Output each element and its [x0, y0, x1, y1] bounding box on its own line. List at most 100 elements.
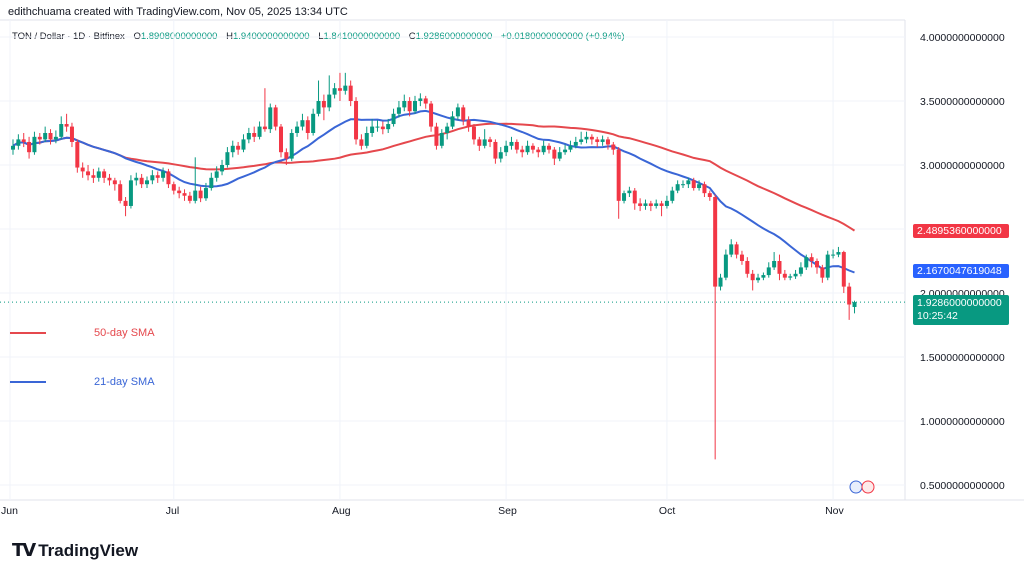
- candle-body-up: [654, 203, 659, 206]
- candle-body-down: [252, 133, 257, 137]
- candle-body-up: [455, 107, 460, 117]
- y-tick-label: 1.0000000000000: [920, 416, 1005, 428]
- candle-body-down: [359, 139, 364, 146]
- candle-body-up: [295, 126, 300, 133]
- candle-body-down: [107, 177, 112, 181]
- candle-body-down: [262, 126, 267, 130]
- candle-body-up: [541, 145, 546, 153]
- tradingview-logo[interactable]: 𝗧𝗩 TradingView: [12, 540, 138, 561]
- candle-body-down: [321, 101, 326, 108]
- legend-sma21: 21-day SMA: [10, 376, 155, 388]
- x-tick-label: Nov: [825, 505, 844, 517]
- candle-body-up: [563, 149, 568, 153]
- candle-body-down: [407, 101, 412, 112]
- candle-body-down: [471, 126, 476, 140]
- candle-body-down: [750, 273, 755, 281]
- candle-body-down: [429, 103, 434, 127]
- legend-label-sma50: 50-day SMA: [94, 327, 155, 339]
- sma21-price-label: 2.1670047619048: [913, 264, 1009, 278]
- x-tick-label: Oct: [659, 505, 675, 517]
- candle-body-up: [241, 139, 246, 150]
- candle-body-up: [150, 175, 155, 181]
- bar-countdown: 10:25:42: [917, 310, 958, 322]
- candle-body-down: [273, 107, 278, 127]
- last-price-label: 1.9286000000000 10:25:42: [913, 295, 1009, 325]
- legend-line-sma21: [10, 381, 46, 383]
- candle-body-down: [488, 139, 493, 142]
- candle-body-down: [434, 126, 439, 146]
- candle-body-up: [375, 126, 380, 128]
- candle-body-up: [332, 88, 337, 95]
- candle-body-down: [809, 257, 814, 261]
- candle-body-up: [482, 139, 487, 146]
- candle-body-up: [756, 277, 761, 281]
- candle-body-down: [48, 133, 53, 140]
- candle-body-down: [155, 175, 160, 178]
- candle-body-down: [118, 184, 123, 201]
- y-tick-label: 4.0000000000000: [920, 32, 1005, 44]
- candle-body-up: [225, 152, 230, 165]
- candle-body-up: [193, 190, 198, 201]
- candle-body-down: [520, 149, 525, 153]
- event-flag-icon: [861, 480, 875, 494]
- candle-body-down: [166, 171, 171, 185]
- candle-body-down: [348, 85, 353, 101]
- candle-body-down: [734, 244, 739, 255]
- candle-body-up: [53, 136, 58, 140]
- candle-body-down: [305, 120, 310, 133]
- candle-body-down: [21, 139, 26, 142]
- candle-body-up: [664, 200, 669, 206]
- candle-body-down: [112, 180, 117, 185]
- candle-body-up: [32, 136, 37, 153]
- candle-body-up: [311, 113, 316, 133]
- candle-body-up: [214, 171, 219, 178]
- candle-body-down: [123, 200, 128, 206]
- candle-body-up: [600, 139, 605, 142]
- candle-body-up: [268, 107, 273, 130]
- candle-body-up: [686, 180, 691, 185]
- candle-body-down: [75, 141, 80, 168]
- candle-body-up: [627, 190, 632, 194]
- candle-body-up: [509, 141, 514, 146]
- candle-body-up: [525, 145, 530, 153]
- candle-body-up: [386, 124, 391, 130]
- candle-body-down: [337, 88, 342, 91]
- candle-body-down: [354, 101, 359, 140]
- candle-body-down: [182, 193, 187, 196]
- candle-body-down: [659, 203, 664, 206]
- candle-body-up: [831, 254, 836, 256]
- candle-body-down: [707, 193, 712, 197]
- candle-body-up: [825, 254, 830, 278]
- candle-body-up: [209, 177, 214, 189]
- candle-body-up: [568, 145, 573, 150]
- candle-body-up: [11, 145, 15, 150]
- candle-body-up: [418, 98, 423, 101]
- candle-body-down: [284, 152, 289, 159]
- candle-body-up: [203, 188, 208, 199]
- candle-body-up: [230, 145, 235, 153]
- candle-body-down: [547, 145, 551, 150]
- candle-body-down: [632, 190, 637, 204]
- candle-body-up: [573, 141, 578, 146]
- candle-body-down: [739, 254, 744, 261]
- candle-body-down: [461, 107, 466, 121]
- candle-body-up: [96, 171, 101, 178]
- candle-body-up: [681, 184, 685, 186]
- candle-body-up: [675, 184, 680, 191]
- candle-body-up: [300, 120, 305, 127]
- candle-body-up: [145, 180, 149, 185]
- candle-body-down: [27, 141, 32, 153]
- candle-body-up: [557, 152, 562, 159]
- chart-credit: edithchuama created with TradingView.com…: [8, 6, 348, 18]
- candle-body-down: [536, 149, 541, 153]
- candle-body-up: [852, 302, 857, 307]
- candle-body-down: [69, 126, 74, 142]
- candle-body-up: [804, 257, 809, 268]
- candle-body-up: [128, 180, 133, 206]
- y-tick-label: 3.0000000000000: [920, 160, 1005, 172]
- candle-body-down: [589, 136, 594, 140]
- candle-body-down: [171, 184, 176, 191]
- last-price-value: 1.9286000000000: [917, 297, 1002, 309]
- candle-body-down: [86, 171, 91, 176]
